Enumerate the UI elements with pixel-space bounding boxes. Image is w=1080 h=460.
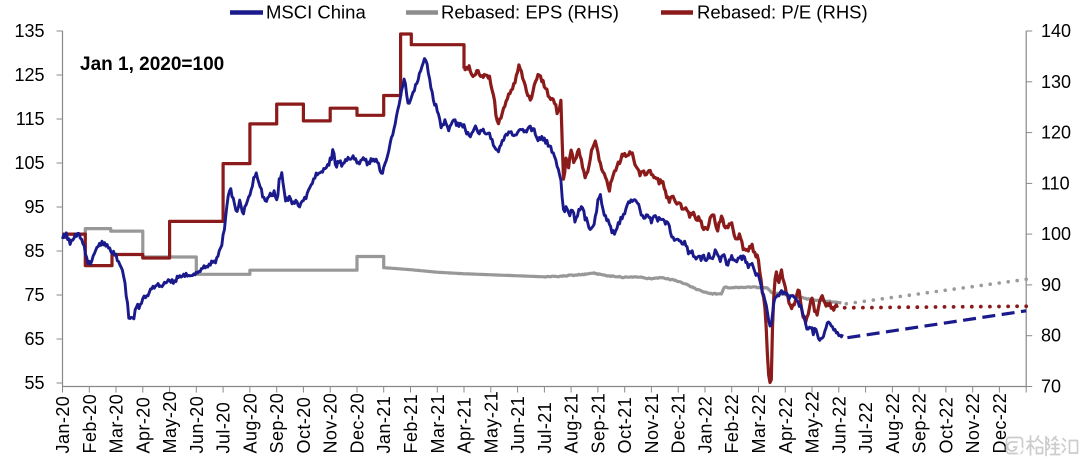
svg-text:Feb-20: Feb-20 [80,394,100,454]
svg-text:Nov-22: Nov-22 [963,393,983,454]
svg-text:Rebased: EPS (RHS): Rebased: EPS (RHS) [441,2,619,23]
svg-text:Oct-20: Oct-20 [294,397,314,454]
svg-text:Jan-22: Jan-22 [696,396,716,454]
svg-text:Mar-21: Mar-21 [428,394,448,454]
svg-text:Apr-20: Apr-20 [133,397,153,454]
svg-text:Jul-22: Jul-22 [856,402,876,454]
svg-text:Oct-22: Oct-22 [936,397,956,454]
svg-text:105: 105 [14,153,44,173]
svg-text:55: 55 [24,373,44,393]
svg-text:Sep-22: Sep-22 [910,393,930,454]
svg-text:May-22: May-22 [803,391,823,454]
svg-text:Sep-21: Sep-21 [588,393,608,454]
svg-text:Dec-21: Dec-21 [669,393,689,454]
svg-text:110: 110 [1041,173,1070,193]
svg-text:Jun-22: Jun-22 [829,396,849,454]
svg-text:Dec-20: Dec-20 [348,393,368,454]
svg-text:135: 135 [14,21,44,41]
svg-text:Aug-21: Aug-21 [562,393,582,454]
svg-text:Jan 1, 2020=100: Jan 1, 2020=100 [80,54,224,75]
svg-text:Aug-20: Aug-20 [240,393,260,454]
svg-text:85: 85 [24,241,44,261]
svg-text:120: 120 [1041,123,1071,143]
svg-text:80: 80 [1041,326,1061,346]
svg-text:Mar-20: Mar-20 [107,394,127,454]
svg-text:Jul-21: Jul-21 [535,402,555,454]
svg-text:140: 140 [1041,21,1071,41]
svg-text:May-20: May-20 [160,391,180,454]
svg-text:Jul-20: Jul-20 [214,402,234,454]
svg-text:Rebased: P/E (RHS): Rebased: P/E (RHS) [697,2,868,23]
svg-text:Apr-21: Apr-21 [455,397,475,454]
svg-text:Sep-20: Sep-20 [267,393,287,454]
svg-text:May-21: May-21 [481,391,501,454]
svg-text:Apr-22: Apr-22 [776,397,796,454]
svg-text:Jan-20: Jan-20 [53,396,73,454]
svg-text:Mar-22: Mar-22 [749,394,769,454]
svg-text:130: 130 [1041,72,1071,92]
svg-text:Feb-22: Feb-22 [722,394,742,454]
svg-text:70: 70 [1041,377,1061,397]
svg-text:Oct-21: Oct-21 [615,397,635,454]
svg-text:125: 125 [14,65,44,85]
svg-text:Feb-21: Feb-21 [401,394,421,454]
svg-text:Nov-21: Nov-21 [642,393,662,454]
svg-text:65: 65 [24,329,44,349]
svg-text:115: 115 [16,109,45,129]
svg-text:75: 75 [24,285,44,305]
svg-text:95: 95 [24,197,44,217]
svg-text:Jun-20: Jun-20 [187,396,207,454]
svg-text:Aug-22: Aug-22 [883,393,903,454]
svg-text:90: 90 [1041,275,1061,295]
svg-text:Dec-22: Dec-22 [990,393,1010,454]
svg-text:MSCI China: MSCI China [266,2,366,23]
svg-text:Jan-21: Jan-21 [374,396,394,454]
svg-text:100: 100 [1041,224,1071,244]
svg-text:Jun-21: Jun-21 [508,396,528,454]
svg-text:Nov-20: Nov-20 [321,393,341,454]
